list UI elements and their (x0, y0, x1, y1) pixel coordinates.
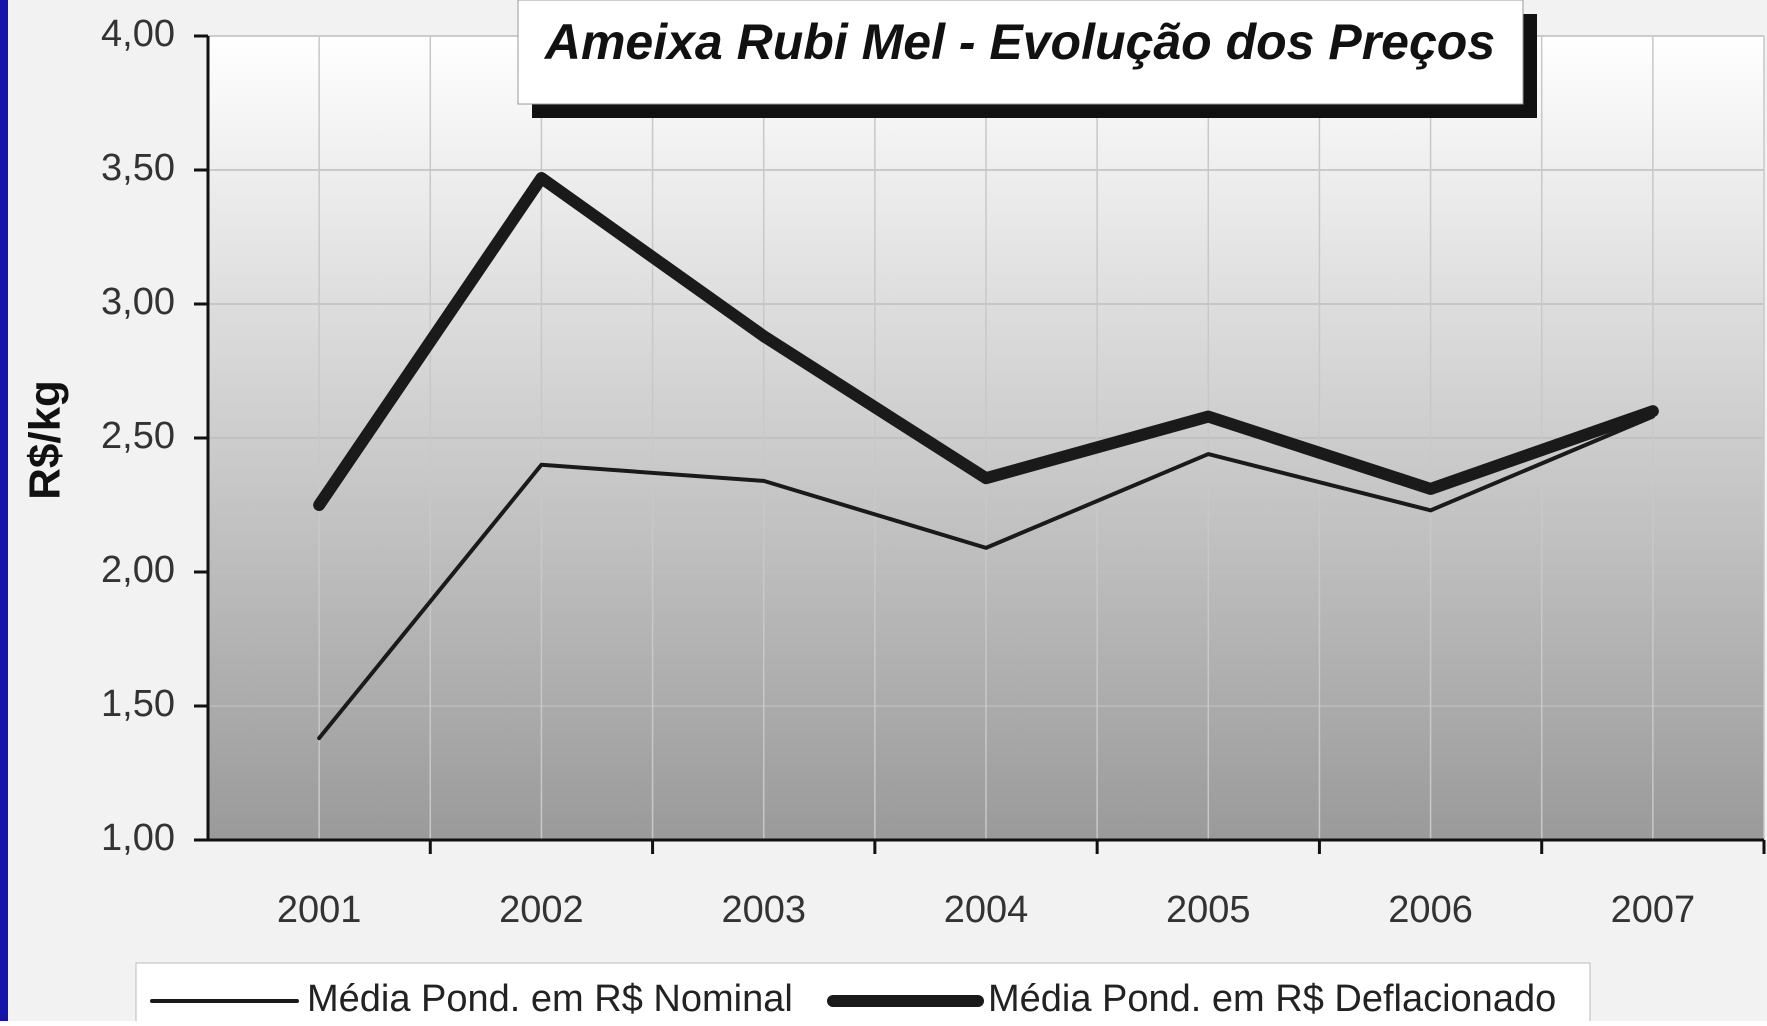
x-tick-label: 2003 (721, 889, 806, 931)
title-box (517, 0, 1524, 105)
legend-box (135, 962, 1591, 1026)
series-line (317, 414, 1655, 741)
y-tick-label: 1,00 (101, 817, 175, 859)
x-tick-label: 2005 (1166, 889, 1251, 931)
x-tick-label: 2002 (499, 889, 584, 931)
y-tick-label: 3,00 (101, 281, 175, 323)
series-line (313, 172, 1659, 511)
chart-title: Ameixa Rubi Mel - Evolução dos Preços (543, 14, 1495, 70)
edge-strip (0, 0, 8, 1021)
x-tick-label: 2006 (1388, 889, 1473, 931)
y-tick-label: 1,50 (101, 683, 175, 725)
y-tick-label: 2,50 (101, 415, 175, 457)
y-tick-label: 4,00 (101, 13, 175, 55)
x-tick-label: 2001 (277, 889, 362, 931)
y-axis-label: R$/kg (21, 380, 70, 500)
legend-label: Média Pond. em R$ Deflacionado (988, 978, 1556, 1020)
y-tick-label: 2,00 (101, 549, 175, 591)
x-tick-label: 2007 (1611, 889, 1696, 931)
legend-label: Média Pond. em R$ Nominal (307, 978, 793, 1020)
y-tick-label: 3,50 (101, 147, 175, 189)
x-tick-label: 2004 (944, 889, 1029, 931)
